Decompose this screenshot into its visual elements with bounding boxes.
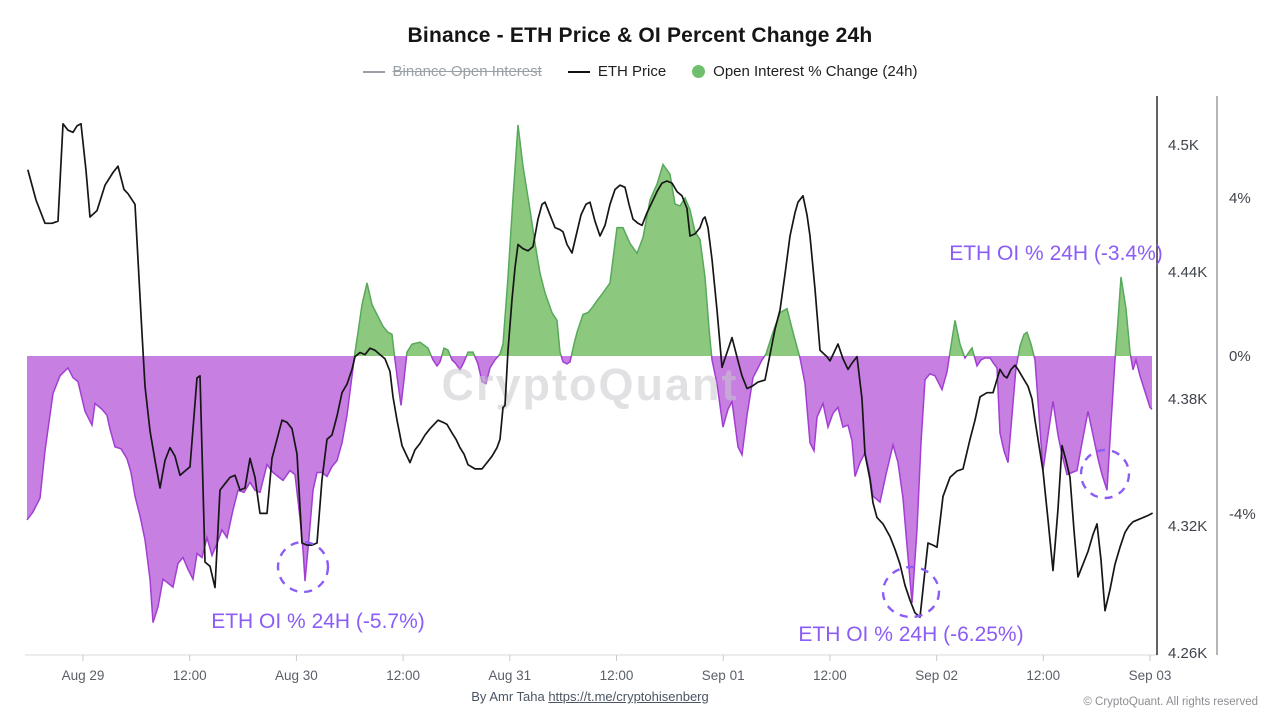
price-tick-label: 4.5K bbox=[1168, 137, 1199, 154]
price-tick-label: 4.44K bbox=[1168, 264, 1207, 281]
x-tick-label: Sep 03 bbox=[1129, 668, 1172, 683]
annotation-circle-icon bbox=[276, 540, 330, 594]
price-tick-label: 4.32K bbox=[1168, 518, 1207, 535]
legend-label: Binance Open Interest bbox=[392, 63, 542, 80]
line-marker-icon bbox=[362, 70, 385, 73]
legend-label: ETH Price bbox=[597, 63, 667, 80]
copyright-text: © CryptoQuant. All rights reserved bbox=[1083, 696, 1258, 708]
dot-marker-icon bbox=[692, 65, 706, 78]
percent-tick-label: 4% bbox=[1229, 190, 1251, 207]
x-tick-label: Sep 01 bbox=[702, 668, 745, 683]
byline-text: By Amr Taha bbox=[471, 689, 549, 704]
annotation-label: ETH OI % 24H (-5.7%) bbox=[211, 610, 425, 633]
x-tick-label: 12:00 bbox=[386, 668, 420, 683]
oi-boundary-negative bbox=[26, 356, 1153, 623]
legend-label: Open Interest % Change (24h) bbox=[713, 63, 918, 80]
x-tick-label: Aug 29 bbox=[62, 668, 105, 683]
x-tick-label: 12:00 bbox=[600, 668, 634, 683]
legend: Binance Open Interest ETH Price Open Int… bbox=[0, 63, 1280, 80]
legend-item-binance-open-interest[interactable]: Binance Open Interest bbox=[362, 63, 542, 80]
watermark-text: CryptoQuant bbox=[442, 359, 739, 410]
oi-area-negative bbox=[27, 356, 1152, 623]
eth-price-line bbox=[27, 122, 1153, 618]
x-tick-label: Aug 31 bbox=[488, 668, 531, 683]
oi-boundary-positive bbox=[353, 124, 1132, 356]
legend-item-eth-price[interactable]: ETH Price bbox=[567, 63, 667, 80]
x-tick-label: Aug 30 bbox=[275, 668, 318, 683]
chart-title: Binance - ETH Price & OI Percent Change … bbox=[407, 24, 873, 47]
x-tick-label: 12:00 bbox=[173, 668, 207, 683]
footer-credit: By Amr Taha https://t.me/cryptohisenberg bbox=[471, 689, 709, 704]
legend-item-oi-percent-change[interactable]: Open Interest % Change (24h) bbox=[692, 63, 917, 80]
annotation-circle-icon bbox=[881, 565, 941, 619]
x-tick-label: 12:00 bbox=[813, 668, 847, 683]
line-marker-icon bbox=[567, 70, 590, 73]
telegram-link[interactable]: https://t.me/cryptohisenberg bbox=[548, 689, 709, 704]
percent-tick-label: -4% bbox=[1229, 506, 1256, 523]
price-tick-label: 4.38K bbox=[1168, 391, 1207, 408]
percent-tick-label: 0% bbox=[1229, 348, 1251, 365]
annotation-label: ETH OI % 24H (-3.4%) bbox=[949, 242, 1163, 265]
annotation-circle-icon bbox=[1079, 448, 1131, 500]
price-tick-label: 4.26K bbox=[1168, 645, 1207, 662]
x-tick-label: Sep 02 bbox=[915, 668, 958, 683]
annotation-label: ETH OI % 24H (-6.25%) bbox=[798, 623, 1023, 646]
x-tick-label: 12:00 bbox=[1026, 668, 1060, 683]
